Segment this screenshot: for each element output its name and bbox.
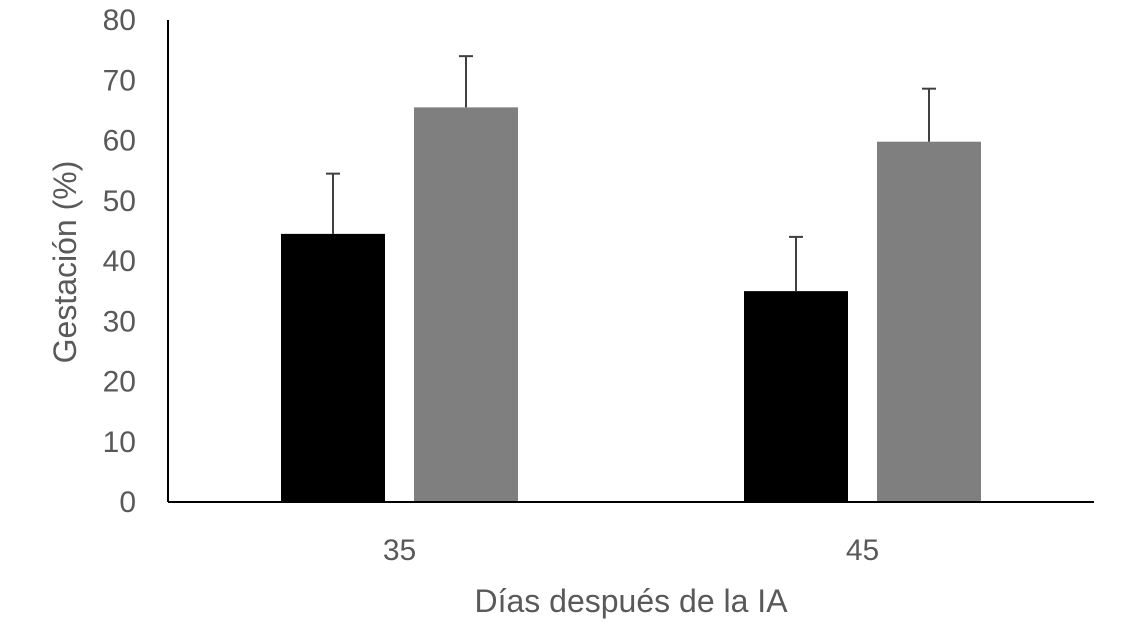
y-tick-label: 20 xyxy=(103,366,136,399)
error-bar-45-series-2 xyxy=(922,87,936,142)
error-bar-45-series-1 xyxy=(789,235,803,292)
y-tick-label: 70 xyxy=(103,64,136,97)
error-bar-35-series-1 xyxy=(326,172,340,234)
error-bar-35-series-2 xyxy=(459,55,473,108)
y-tick-label: 80 xyxy=(103,4,136,37)
y-tick-label: 40 xyxy=(103,245,136,278)
x-tick-labels: 35 45 xyxy=(383,534,879,567)
y-tick-label: 0 xyxy=(119,486,136,519)
bar-45-series-1 xyxy=(744,291,848,502)
y-tick-labels: 0 10 20 30 40 50 60 70 80 xyxy=(103,4,136,519)
error-bars-layer xyxy=(326,55,936,292)
bar-45-series-2 xyxy=(877,141,981,502)
y-tick-label: 10 xyxy=(103,426,136,459)
y-tick-label: 60 xyxy=(103,125,136,158)
y-tick-label: 50 xyxy=(103,185,136,218)
bar-35-series-1 xyxy=(281,233,385,502)
bar-35-series-2 xyxy=(414,107,518,503)
bars-layer xyxy=(281,107,981,503)
x-axis-title: Días después de la IA xyxy=(474,583,788,619)
y-axis-title: Gestación (%) xyxy=(47,161,83,364)
y-tick-label: 30 xyxy=(103,305,136,338)
x-tick-label: 35 xyxy=(383,534,416,567)
x-tick-label: 45 xyxy=(846,534,879,567)
